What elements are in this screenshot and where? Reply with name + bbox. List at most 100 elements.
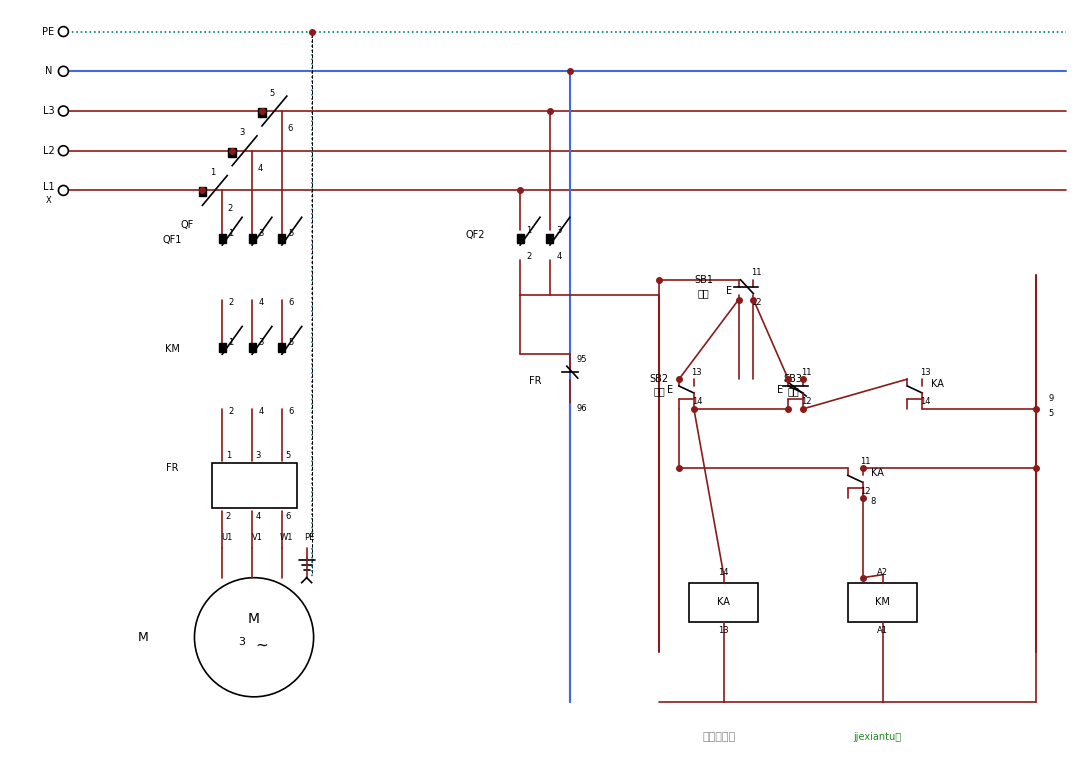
Text: 95: 95	[577, 354, 586, 364]
Text: KA: KA	[931, 379, 944, 389]
Text: L2: L2	[42, 146, 54, 156]
Text: 停止: 停止	[698, 288, 710, 298]
Text: ~: ~	[256, 637, 268, 653]
Text: KA: KA	[717, 597, 730, 608]
Text: QF2: QF2	[465, 230, 485, 240]
Bar	[213, 463, 297, 508]
Text: 11: 11	[752, 268, 761, 278]
Circle shape	[58, 27, 68, 37]
Text: 14: 14	[691, 397, 702, 406]
Text: 2: 2	[526, 252, 531, 261]
Text: 1: 1	[526, 226, 531, 234]
Text: E: E	[726, 285, 732, 296]
Text: V1: V1	[252, 533, 262, 543]
Polygon shape	[229, 147, 235, 157]
Polygon shape	[546, 234, 553, 243]
Text: 96: 96	[577, 405, 588, 413]
Text: 13: 13	[718, 626, 729, 635]
Polygon shape	[219, 343, 226, 352]
Text: 长动: 长动	[653, 386, 665, 396]
Text: 6: 6	[288, 408, 294, 416]
Polygon shape	[279, 343, 285, 352]
Text: QF: QF	[180, 220, 194, 230]
Polygon shape	[199, 187, 206, 197]
Text: 13: 13	[920, 368, 931, 376]
Text: 2: 2	[226, 512, 231, 521]
Text: 3: 3	[239, 637, 245, 648]
Circle shape	[58, 186, 68, 195]
Text: 4: 4	[257, 164, 262, 173]
Text: 6: 6	[285, 512, 291, 521]
Text: QF1: QF1	[163, 235, 183, 245]
Circle shape	[58, 106, 68, 116]
Text: M: M	[137, 631, 148, 644]
Text: 4: 4	[258, 298, 264, 307]
Text: SB3: SB3	[784, 374, 802, 384]
Text: KA: KA	[872, 468, 885, 478]
Text: SB2: SB2	[649, 374, 669, 384]
Text: 11: 11	[861, 457, 870, 466]
Text: 3: 3	[556, 226, 562, 234]
Text: PE: PE	[42, 27, 55, 37]
Polygon shape	[219, 234, 226, 243]
Text: FR: FR	[529, 376, 541, 386]
Polygon shape	[248, 343, 256, 352]
Text: 3: 3	[240, 129, 245, 137]
Text: 13: 13	[691, 368, 702, 376]
Text: 6: 6	[287, 125, 293, 133]
Text: 2: 2	[229, 408, 234, 416]
Text: 14: 14	[718, 568, 729, 577]
Text: A2: A2	[877, 568, 888, 577]
Text: 1: 1	[229, 229, 234, 238]
Text: 6: 6	[288, 298, 294, 307]
Text: KM: KM	[875, 597, 890, 608]
Circle shape	[58, 67, 68, 76]
Text: L3: L3	[43, 106, 54, 116]
Text: M: M	[248, 612, 260, 626]
Polygon shape	[258, 108, 266, 117]
Text: 5: 5	[288, 229, 294, 238]
Text: 14: 14	[920, 397, 931, 406]
Text: 4: 4	[556, 252, 562, 261]
Text: 12: 12	[752, 298, 761, 307]
Text: 1: 1	[210, 168, 215, 177]
Text: 点动: 点动	[787, 386, 799, 396]
Text: 9: 9	[1049, 394, 1054, 404]
Text: 1: 1	[229, 338, 234, 347]
Polygon shape	[279, 234, 285, 243]
Text: 2: 2	[228, 204, 233, 212]
Text: jjexiantu图: jjexiantu图	[853, 731, 902, 742]
Text: FR: FR	[166, 463, 179, 474]
Text: A1: A1	[877, 626, 888, 635]
Text: 3: 3	[258, 338, 264, 347]
Polygon shape	[516, 234, 524, 243]
Text: 5: 5	[285, 451, 291, 460]
Text: U1: U1	[221, 533, 233, 543]
Text: 8: 8	[869, 497, 875, 506]
Text: KM: KM	[165, 344, 180, 354]
Text: 1: 1	[226, 451, 231, 460]
Text: W1: W1	[280, 533, 294, 543]
Text: X: X	[45, 196, 52, 205]
Text: 4: 4	[255, 512, 260, 521]
Text: N: N	[45, 67, 52, 76]
Text: 5: 5	[269, 89, 274, 98]
Text: E: E	[778, 385, 783, 395]
Text: 12: 12	[801, 397, 811, 406]
Text: 12: 12	[861, 487, 870, 495]
Text: SB1: SB1	[694, 275, 713, 285]
Text: E: E	[667, 385, 673, 395]
Text: PE: PE	[305, 533, 315, 543]
Bar	[689, 583, 758, 622]
Bar	[848, 583, 917, 622]
Polygon shape	[248, 234, 256, 243]
Text: 3: 3	[255, 451, 260, 460]
Text: 2: 2	[229, 298, 234, 307]
Text: 5: 5	[288, 338, 294, 347]
Text: 电子技术控: 电子技术控	[702, 731, 735, 742]
Circle shape	[58, 146, 68, 156]
Text: 4: 4	[258, 408, 264, 416]
Text: L1: L1	[43, 183, 54, 192]
Text: 11: 11	[801, 368, 811, 376]
Text: 5: 5	[1049, 409, 1054, 419]
